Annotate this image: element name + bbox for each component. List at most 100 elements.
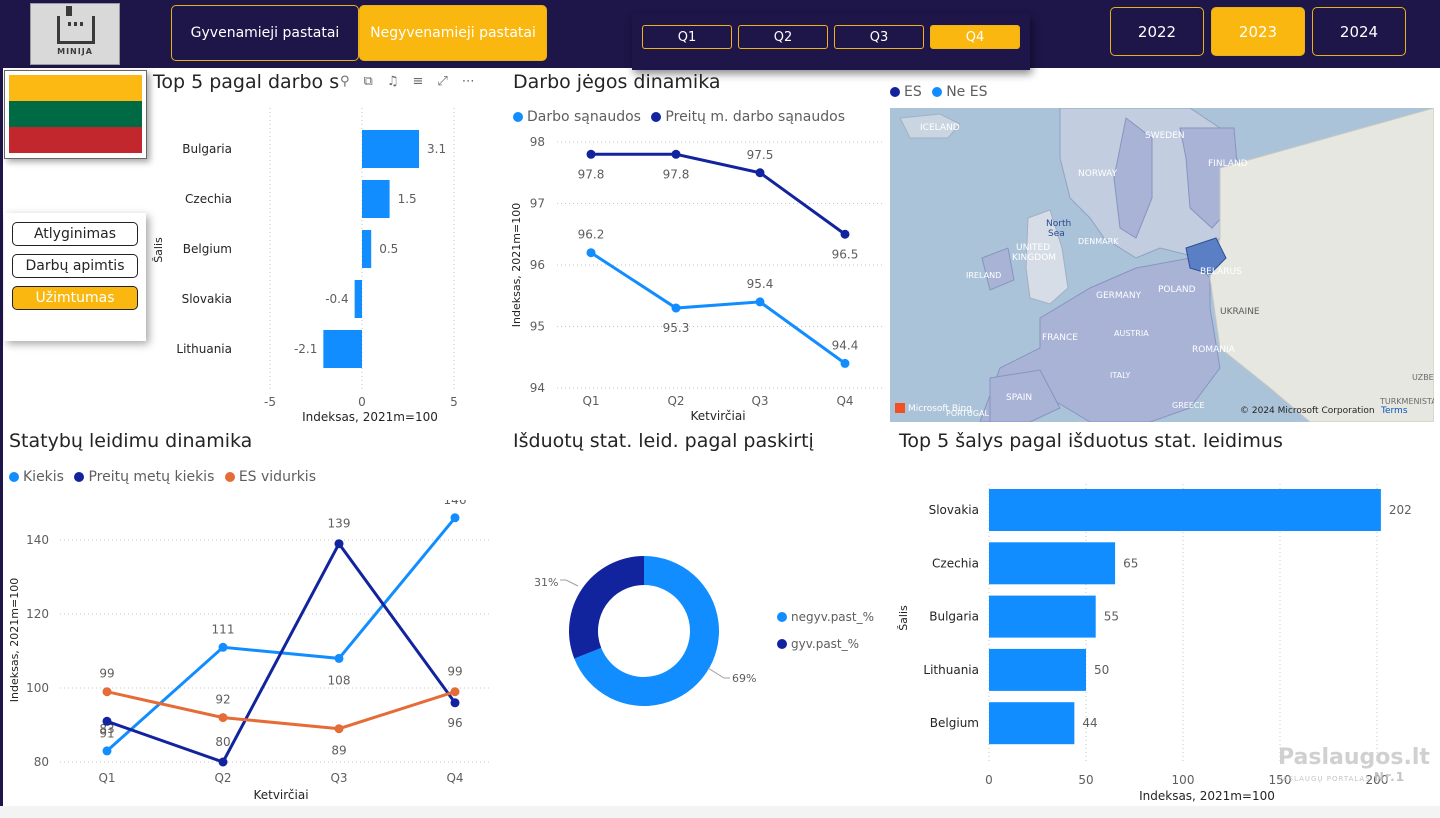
data-label: 97.5 <box>747 148 774 162</box>
category-label: Lithuania <box>923 663 979 677</box>
bar <box>989 595 1096 638</box>
map-label-north-sea: North <box>1046 219 1071 229</box>
quarter-q3-button[interactable]: Q3 <box>834 25 924 49</box>
data-point <box>755 168 765 178</box>
year-2022-button[interactable]: 2022 <box>1110 7 1204 56</box>
data-label: 96 <box>447 716 462 730</box>
measure-work-volume-button[interactable]: Darbų apimtis <box>12 254 138 278</box>
visual-header-toolbar: ⚲ ⧉ ♫ ≡ ⤢ ⋯ <box>340 74 500 92</box>
x-tick-label: Q3 <box>330 771 347 785</box>
flag-stripe-red <box>9 127 142 153</box>
quarter-q1-button[interactable]: Q1 <box>642 25 732 49</box>
focus-icon[interactable]: ⤢ <box>437 74 448 89</box>
map-label-belarus: BELARUS <box>1200 267 1242 277</box>
tab-residential-buildings[interactable]: Gyvenamieji pastatai <box>171 5 359 61</box>
filter-icon[interactable]: ≡ <box>412 74 424 89</box>
watermark-sub: PASLAUGŲ PORTALAS Nr.1 <box>1278 770 1406 784</box>
category-label: Lithuania <box>176 342 232 356</box>
x-tick-label: 0 <box>358 395 366 409</box>
legend-label: Ne ES <box>946 84 988 100</box>
y-tick-label: 94 <box>530 381 545 395</box>
measure-wages-button[interactable]: Atlyginimas <box>12 222 138 246</box>
data-label: -2.1 <box>294 342 317 356</box>
data-label: 94.4 <box>832 338 859 352</box>
data-label: 111 <box>212 622 235 636</box>
copy-icon[interactable]: ⧉ <box>363 74 373 89</box>
data-label: 108 <box>328 673 351 687</box>
donut-slice <box>574 556 719 706</box>
bar <box>989 542 1116 585</box>
y-tick-label: 95 <box>530 320 545 334</box>
map-label-austria: AUSTRIA <box>1114 329 1149 338</box>
svg-text:KINGDOM: KINGDOM <box>1012 253 1056 263</box>
quarter-q4-button[interactable]: Q4 <box>930 25 1020 49</box>
data-point <box>334 539 344 549</box>
bar <box>362 180 390 218</box>
logo-text: MINIJA <box>57 47 93 56</box>
data-point <box>218 713 228 723</box>
year-2023-button[interactable]: 2023 <box>1211 7 1305 56</box>
data-point <box>102 716 112 726</box>
legend-item: ES <box>890 84 922 100</box>
series-line <box>106 540 457 764</box>
map-label-germany: GERMANY <box>1096 291 1142 301</box>
y-tick-label: 96 <box>530 258 545 272</box>
x-tick-label: 0 <box>985 773 993 787</box>
x-tick-label: Q4 <box>836 394 853 408</box>
svg-text:Sea: Sea <box>1048 229 1065 239</box>
y-tick-label: 120 <box>26 607 49 621</box>
legend-dot <box>932 87 943 97</box>
map-label-poland: POLAND <box>1158 285 1196 295</box>
permit-dynamics-chart: 140 120 100 80 Q1 Q2 Q3 Q4 83 111 108 146 91 80 139 96 9… <box>8 500 492 802</box>
data-label: 80 <box>215 735 230 749</box>
watermark-text: Paslaugos.lt <box>1278 745 1430 770</box>
legend-label: Preitų m. darbo sąnaudos <box>665 109 845 125</box>
bell-icon[interactable]: ♫ <box>386 74 399 89</box>
data-point <box>334 653 344 663</box>
bing-label: Microsoft Bing <box>908 404 972 414</box>
pin-icon[interactable]: ⚲ <box>340 74 350 89</box>
measure-employment-button[interactable]: Užimtumas <box>12 286 138 310</box>
map-canvas: ICELAND SWEDEN FINLAND NORWAY North Sea … <box>890 108 1434 422</box>
data-label: 89 <box>331 744 346 758</box>
map-label-italy: ITALY <box>1110 371 1130 380</box>
data-label: 95.4 <box>747 277 774 291</box>
data-label: 97.8 <box>663 167 690 181</box>
category-label: Czechia <box>185 192 232 206</box>
left-edge-strip <box>0 68 3 818</box>
europe-map[interactable]: ICELAND SWEDEN FINLAND NORWAY North Sea … <box>890 108 1434 422</box>
quarter-q2-button[interactable]: Q2 <box>738 25 828 49</box>
flag-stripe-green <box>9 101 142 127</box>
map-label-turkmenistan: TURKMENISTA <box>1379 397 1434 406</box>
data-point <box>334 724 344 734</box>
map-label-iceland: ICELAND <box>920 123 960 133</box>
bar <box>362 230 372 268</box>
company-logo: MINIJA <box>30 3 120 65</box>
year-2024-button[interactable]: 2024 <box>1312 7 1406 56</box>
legend-dot <box>777 639 787 649</box>
y-axis-title: Šalis <box>897 605 910 631</box>
y-tick-label: 97 <box>530 197 545 211</box>
data-label: 31% <box>534 576 558 589</box>
map-label-ireland: IRELAND <box>966 271 1001 280</box>
x-tick-label: 200 <box>1366 773 1389 787</box>
more-icon[interactable]: ⋯ <box>461 74 475 89</box>
legend-dot <box>224 472 235 482</box>
data-label: 83 <box>99 722 114 736</box>
legend-dot <box>890 87 900 97</box>
map-label-ukraine: UKRAINE <box>1220 307 1260 317</box>
data-label: 1.5 <box>398 192 417 206</box>
series-line <box>106 690 456 731</box>
legend-label: ES vidurkis <box>238 469 316 485</box>
data-label: 146 <box>444 500 467 507</box>
donut-slice <box>569 556 644 659</box>
legend-dot <box>9 472 19 482</box>
permit-purpose-chart: 69% 31% negyv.past_% gyv.past_% <box>534 556 874 706</box>
legend-item: Ne ES <box>932 84 987 100</box>
tab-non-residential-buildings[interactable]: Negyvenamieji pastatai <box>359 5 547 61</box>
series-line <box>590 251 846 365</box>
data-point <box>102 746 112 756</box>
legend-item: Preitų m. darbo sąnaudos <box>651 109 845 125</box>
map-terms-link[interactable]: Terms <box>1380 406 1408 416</box>
